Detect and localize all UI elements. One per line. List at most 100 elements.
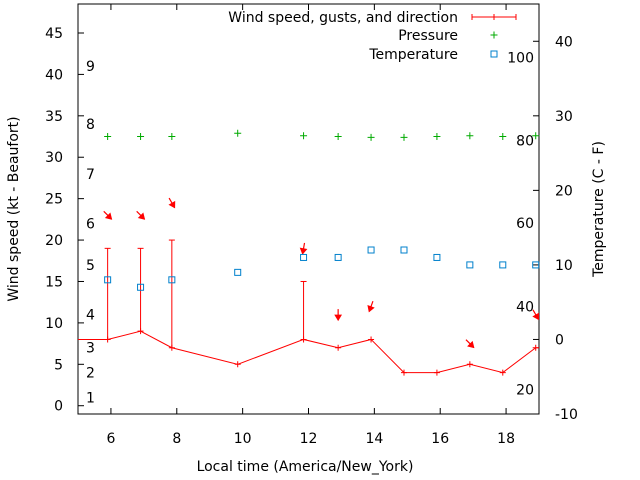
x-tick-label: 18 xyxy=(497,431,515,447)
wind-direction-arrow xyxy=(367,300,375,313)
y-axis-left-label: Wind speed (kt - Beaufort) xyxy=(6,116,22,301)
wind-direction-arrow xyxy=(532,309,540,321)
temperature-point xyxy=(168,276,176,284)
y-right-tick-label: 10 xyxy=(555,258,573,274)
y-left-tick-label: 35 xyxy=(45,109,63,125)
wind-arrow-head xyxy=(334,314,343,322)
temperature-point xyxy=(433,253,441,261)
wind-speed-point xyxy=(532,344,539,351)
wind-arrow-head xyxy=(137,212,146,220)
legend-wind-label: Wind speed, gusts, and direction xyxy=(228,10,458,26)
temperature-point xyxy=(104,276,112,284)
temperature-point xyxy=(234,268,242,276)
y-left-tick-label: 5 xyxy=(54,357,63,373)
pressure-point xyxy=(433,133,441,141)
wind-speed-point xyxy=(335,344,342,351)
pressure-point xyxy=(400,133,408,141)
wind-speed-point xyxy=(168,344,175,351)
y-left-tick-label: 0 xyxy=(54,399,63,415)
pressure-point xyxy=(334,133,342,141)
y-left-tick-label: 45 xyxy=(45,26,63,42)
fahrenheit-label: 20 xyxy=(516,382,534,398)
y-right-tick-label: -10 xyxy=(555,407,578,423)
beaufort-label: 3 xyxy=(86,341,95,357)
wind-speed-point xyxy=(300,336,307,343)
y-left-tick-label: 15 xyxy=(45,274,63,290)
wind-speed-line xyxy=(78,330,539,374)
beaufort-label: 1 xyxy=(86,390,95,406)
beaufort-label: 7 xyxy=(86,167,95,183)
pressure-point xyxy=(300,132,308,140)
wind-speed-point xyxy=(433,369,440,376)
legend-temperature-swatch xyxy=(490,50,498,58)
legend-pressure-swatch xyxy=(490,31,498,39)
wind-speed-point xyxy=(104,336,111,343)
temperature-point xyxy=(466,261,474,269)
beaufort-label: 4 xyxy=(86,308,95,324)
plot-frame xyxy=(77,3,540,415)
x-tick-label: 6 xyxy=(106,431,115,447)
pressure-point xyxy=(532,132,540,140)
wind-arrow-head xyxy=(467,340,475,349)
x-tick-label: 10 xyxy=(234,431,252,447)
x-tick-label: 8 xyxy=(172,431,181,447)
fahrenheit-label: 40 xyxy=(516,300,534,316)
pressure-point xyxy=(104,133,112,141)
legend-pressure-label: Pressure xyxy=(398,28,458,44)
beaufort-label: 9 xyxy=(86,59,95,75)
pressure-point xyxy=(137,133,145,141)
wind-arrow-head xyxy=(104,212,113,220)
wind-arrow-head xyxy=(168,200,176,209)
wind-arrow-head xyxy=(532,312,540,321)
x-tick-label: 16 xyxy=(431,431,449,447)
x-tick-label: 14 xyxy=(365,431,383,447)
legend-wind-marker xyxy=(491,14,497,20)
wind-speed-point xyxy=(137,328,144,335)
beaufort-label: 2 xyxy=(86,366,95,382)
wind-arrow-head xyxy=(367,304,375,313)
legend-temperature-label: Temperature xyxy=(368,47,458,63)
temperature-point xyxy=(367,246,375,254)
y-right-tick-label: 30 xyxy=(555,109,573,125)
axes-layer: 6 8 10 12 14 16 18051015202530354045123456789-… xyxy=(45,4,578,447)
pressure-point xyxy=(234,129,242,137)
wind-arrow-head xyxy=(299,247,308,255)
y-axis-right-label: Temperature (C - F) xyxy=(591,141,607,278)
temperature-point xyxy=(499,261,507,269)
pressure-point xyxy=(499,133,507,141)
temperature-point xyxy=(334,253,342,261)
beaufort-label: 5 xyxy=(86,258,95,274)
pressure-point xyxy=(466,132,474,140)
wind-direction-arrow xyxy=(103,210,113,220)
wind-direction-arrow xyxy=(136,210,146,220)
beaufort-label: 8 xyxy=(86,117,95,133)
wind-speed-point xyxy=(368,336,375,343)
y-left-tick-label: 20 xyxy=(45,233,63,249)
data-layer xyxy=(78,129,540,376)
pressure-point xyxy=(168,133,176,141)
wind-speed-point xyxy=(466,361,473,368)
x-tick-label: 12 xyxy=(300,431,318,447)
wind-direction-arrow xyxy=(334,309,343,322)
wind-speed-point xyxy=(499,369,506,376)
fahrenheit-label: 60 xyxy=(516,216,534,232)
y-left-tick-label: 40 xyxy=(45,67,63,83)
fahrenheit-label: 100 xyxy=(507,51,534,67)
legend-swatches xyxy=(471,14,517,58)
pressure-point xyxy=(367,133,375,141)
y-left-tick-label: 10 xyxy=(45,316,63,332)
temperature-point xyxy=(532,261,540,269)
temperature-point xyxy=(137,283,145,291)
beaufort-label: 6 xyxy=(86,216,95,232)
y-left-tick-label: 30 xyxy=(45,150,63,166)
wind-direction-arrow xyxy=(465,339,475,349)
temperature-point xyxy=(300,253,308,261)
y-right-tick-label: 20 xyxy=(555,183,573,199)
y-right-tick-label: 0 xyxy=(555,332,564,348)
wind-direction-arrow xyxy=(168,197,176,209)
y-right-tick-label: 40 xyxy=(555,34,573,50)
temperature-point xyxy=(400,246,408,254)
x-axis-label: Local time (America/New_York) xyxy=(197,459,414,475)
wind-speed-point xyxy=(234,361,241,368)
